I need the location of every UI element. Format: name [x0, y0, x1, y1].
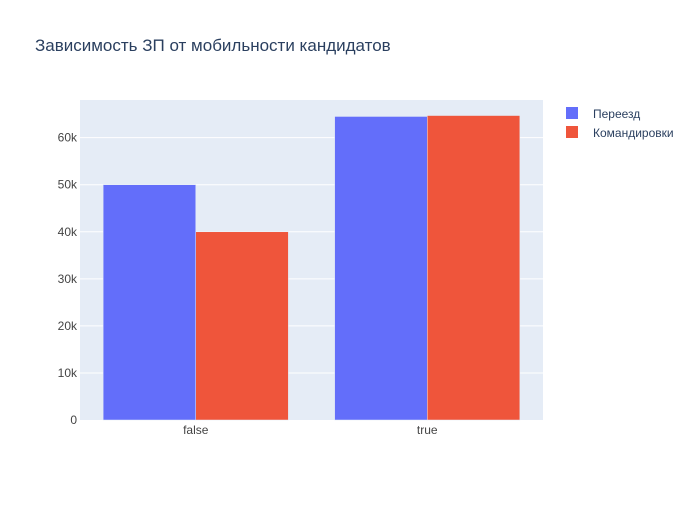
y-axis-ticks: 0 10k 20k 30k 40k 50k 60k: [58, 131, 78, 427]
legend-label[interactable]: Командировки: [593, 126, 674, 140]
x-axis-ticks: false true: [183, 423, 438, 437]
legend-swatch[interactable]: [566, 126, 578, 138]
legend[interactable]: Переезд Командировки: [566, 107, 674, 140]
y-tick-label: 60k: [58, 131, 78, 145]
x-tick-label: false: [183, 423, 209, 437]
bar[interactable]: [102, 184, 196, 421]
y-tick-label: 50k: [58, 178, 78, 192]
bar[interactable]: [427, 115, 521, 421]
bars: [102, 115, 521, 421]
y-tick-label: 40k: [58, 225, 78, 239]
y-tick-label: 30k: [58, 272, 78, 286]
chart-title: Зависимость ЗП от мобильности кандидатов: [35, 36, 391, 55]
bar[interactable]: [334, 116, 428, 421]
x-tick-label: true: [417, 423, 438, 437]
legend-swatch[interactable]: [566, 107, 578, 119]
bar[interactable]: [195, 231, 289, 421]
y-tick-label: 20k: [58, 319, 78, 333]
legend-label[interactable]: Переезд: [593, 107, 640, 121]
y-tick-label: 10k: [58, 366, 78, 380]
y-tick-label: 0: [70, 413, 77, 427]
